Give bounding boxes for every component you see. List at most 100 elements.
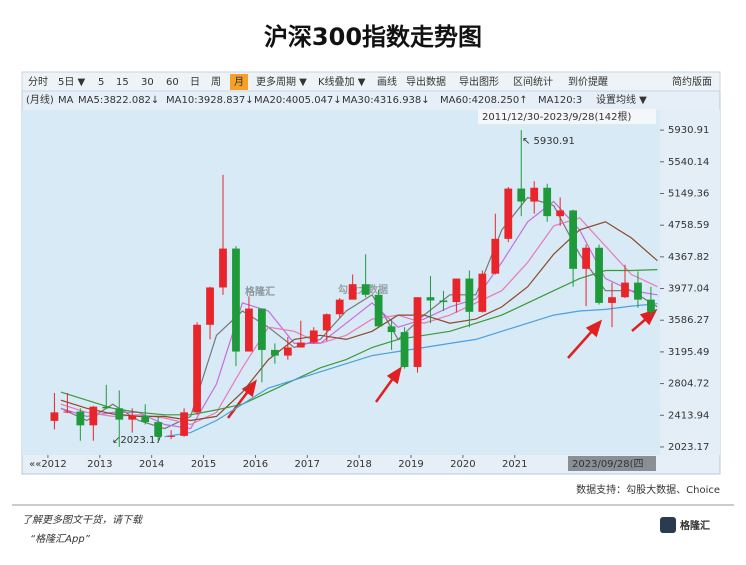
candle-body [102,406,111,409]
ma-line [60,221,658,422]
candle [530,181,539,214]
candle-body [296,342,305,348]
candle [89,405,98,441]
candle [270,343,279,364]
candle-body [50,412,59,421]
y-tick-label: 3195.49 [668,347,709,358]
peak-label: ↖ 5930.91 [522,136,575,147]
y-tick-label: 2804.72 [668,379,709,390]
candle [219,174,227,295]
toolbar-item[interactable]: 简约版面 [672,75,712,88]
arrow [227,389,250,419]
candle [595,244,603,305]
candle-body [452,278,461,303]
range-box [478,109,656,124]
toolbar-item[interactable]: 30 [141,77,154,88]
candle [504,186,513,243]
legend-entry: MA30:4316.938↓ [342,95,430,106]
toolbar-item[interactable]: 日 [190,77,200,88]
candle-body [569,210,578,269]
arrows [227,308,658,419]
toolbar-item[interactable]: 5 [98,77,104,88]
toolbar-item[interactable]: 区间统计 [513,75,553,88]
candle-body [543,187,552,217]
legend-entry: MA20:4005.047↓ [254,95,342,106]
candle-body [556,210,565,217]
candle [647,286,655,316]
candle [76,408,85,441]
toolbar-item[interactable]: 60 [166,77,179,88]
toolbar-item[interactable]: 月 [234,76,244,88]
ma-line [60,217,658,426]
candle-body [439,300,448,303]
candle-body [647,299,655,312]
legend-entry: MA10:3928.837↓ [166,95,254,106]
toolbar-item[interactable]: K线叠加 ▼ [318,75,366,88]
candle-body [193,324,201,413]
candle-body [258,308,266,350]
candle [154,416,163,441]
candle [128,408,137,433]
ma-settings[interactable]: 设置均线 ▼ [596,93,647,106]
candle [63,392,72,414]
toolbar-item[interactable]: 导出数据 [406,75,446,88]
candle [141,404,150,425]
candle [569,209,578,287]
toolbar-item[interactable]: 画线 [377,75,397,88]
toolbar-active [230,74,248,90]
candle-body [361,284,370,295]
ma-label: MA [58,95,74,106]
candle [361,254,370,298]
arrow-head [585,319,603,338]
toolbar-item[interactable]: 更多周期 ▼ [256,75,307,88]
candle-body [76,411,85,426]
candle [634,271,642,308]
toolbar-item[interactable]: 分时 [28,76,48,88]
candle-body [206,287,214,325]
x-tick-label: 2016 [243,459,268,470]
ma-line [60,269,658,416]
candle-body [115,408,124,420]
y-tick-label: 2023.17 [668,442,709,453]
candle [206,286,214,340]
candle [465,270,474,328]
candle-body [232,248,240,352]
candle [296,320,305,348]
arrow-head [241,379,257,398]
candle [102,384,111,410]
candle-body [504,188,513,239]
candle [400,327,409,369]
candle-body [180,412,188,436]
candle-body [465,278,474,312]
candle [322,313,331,341]
ma-line [164,303,658,438]
candle [283,336,292,360]
candle-body [322,314,331,331]
x-tick-label: 2013 [87,459,112,470]
candle-body [621,282,629,298]
plot-area [22,110,660,455]
y-tick-label: 4367.82 [668,252,709,263]
toolbar-item[interactable]: 导出图形 [459,75,499,88]
candle [478,270,487,313]
arrow [374,376,396,403]
y-tick-label: 5930.91 [668,125,709,136]
footer-note: 了解更多图文干货，请下载 [22,514,144,526]
candle-body [63,411,72,413]
candle [348,274,357,300]
toolbar-item[interactable]: 到价提醒 [568,76,608,88]
toolbar-item[interactable]: 周 [211,76,221,88]
candle [180,408,188,437]
x-tick-label: 2014 [139,459,164,470]
chart-title: 沪深300指数走势图 [264,23,482,51]
toolbar-item[interactable]: 15 [116,77,129,88]
candle-body [478,273,487,312]
arrow [631,317,648,332]
candle [374,289,383,328]
legend-entry: MA60:4208.250↑ [440,95,528,106]
toolbar-item[interactable]: 5日 ▼ [58,77,86,88]
candle [193,322,201,415]
y-tick-label: 2413.94 [668,410,709,421]
candle-body [141,415,150,423]
